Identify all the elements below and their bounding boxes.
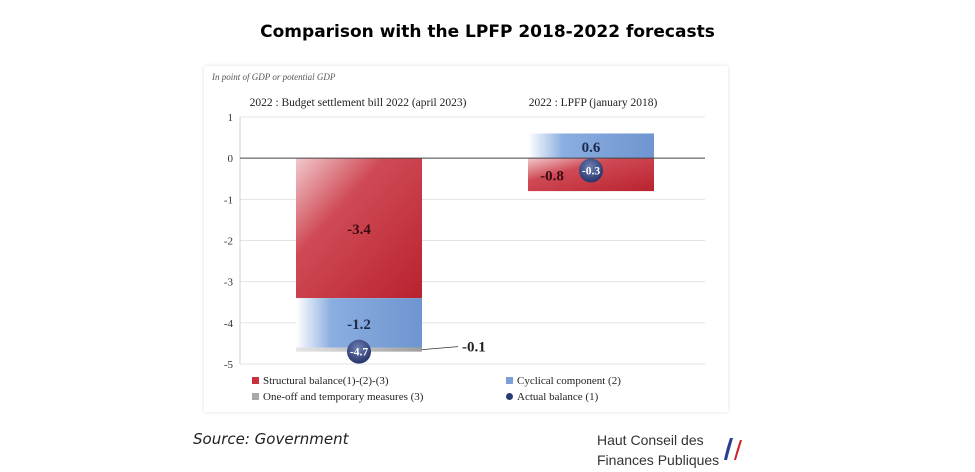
- y-tick-label: -1: [224, 194, 233, 206]
- legend-swatch: [252, 377, 259, 384]
- data-label: -3.4: [347, 222, 371, 238]
- y-tick-label: -2: [224, 236, 233, 248]
- data-label: -0.8: [540, 169, 564, 185]
- y-tick-label: -4: [224, 318, 234, 330]
- category-label: 2022 : LPFP (january 2018): [529, 97, 658, 109]
- actual-balance-marker: [579, 158, 603, 183]
- y-tick-label: 1: [228, 112, 234, 124]
- legend-label: One-off and temporary measures (3): [263, 391, 424, 403]
- structural-bar: [296, 158, 422, 299]
- flag-icon: [724, 438, 742, 460]
- cyclical-bar: [528, 133, 654, 159]
- y-tick-label: -3: [224, 277, 234, 289]
- legend-swatch: [252, 393, 259, 400]
- y-tick-label: 0: [228, 153, 234, 165]
- actual-balance-marker: [347, 339, 371, 364]
- data-label: 0.6: [582, 140, 601, 156]
- legend-label: Structural balance(1)-(2)-(3): [263, 375, 389, 387]
- source-note: Source: Government: [193, 430, 349, 448]
- data-label: -1.2: [347, 317, 371, 333]
- marker-label: -0.3: [582, 166, 600, 178]
- logo-line-1: Haut Conseil des: [597, 432, 704, 448]
- legend-swatch: [506, 393, 513, 400]
- leader-line: [421, 346, 459, 350]
- cyclical-bar: [296, 298, 422, 348]
- chart-title: Comparison with the LPFP 2018-2022 forec…: [260, 22, 715, 42]
- legend-swatch: [506, 377, 513, 384]
- hcfp-logo: Haut Conseil des Finances Publiques: [597, 430, 747, 472]
- legend-label: Cyclical component (2): [517, 375, 621, 387]
- marker-label: -4.7: [350, 347, 368, 359]
- logo-line-2: Finances Publiques: [597, 452, 720, 468]
- chart-panel: [204, 66, 728, 412]
- legend-label: Actual balance (1): [517, 391, 599, 403]
- data-label: -0.1: [462, 340, 486, 356]
- category-label: 2022 : Budget settlement bill 2022 (apri…: [250, 97, 467, 109]
- chart-subtitle: In point of GDP or potential GDP: [212, 72, 336, 82]
- y-tick-label: -5: [224, 359, 234, 371]
